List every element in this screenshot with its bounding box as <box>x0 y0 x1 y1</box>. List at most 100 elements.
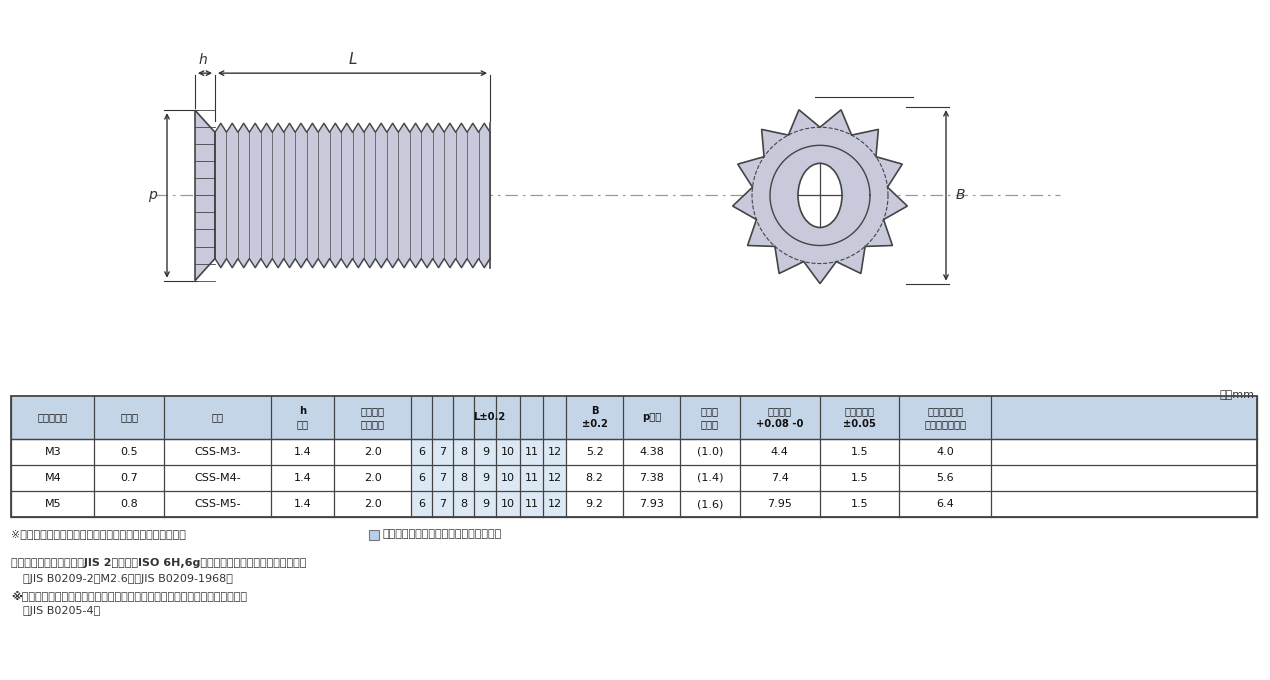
Text: 単位mm: 単位mm <box>1219 390 1255 401</box>
Bar <box>432 491 453 517</box>
Text: 7: 7 <box>439 499 447 509</box>
Text: 1.4: 1.4 <box>293 473 311 483</box>
Text: 使用可能
最小板厚: 使用可能 最小板厚 <box>361 406 385 428</box>
Text: 5.6: 5.6 <box>936 473 954 483</box>
Text: 2.0: 2.0 <box>363 447 381 457</box>
Text: 2.0: 2.0 <box>363 473 381 483</box>
Text: 0.8: 0.8 <box>121 499 138 509</box>
Text: 9: 9 <box>481 447 489 457</box>
Text: p: p <box>149 188 157 203</box>
Text: CSS-M4-: CSS-M4- <box>194 473 241 483</box>
Ellipse shape <box>798 163 842 228</box>
Text: 6: 6 <box>418 447 425 457</box>
Text: 7: 7 <box>439 473 447 483</box>
Bar <box>411 439 432 465</box>
Text: L±0.2: L±0.2 <box>472 413 505 422</box>
Text: 10: 10 <box>502 473 516 483</box>
Bar <box>475 491 497 517</box>
Text: 2.0: 2.0 <box>363 499 381 509</box>
Text: ねじの呼び: ねじの呼び <box>38 413 67 422</box>
Text: 7: 7 <box>439 447 447 457</box>
Text: 1.5: 1.5 <box>851 447 869 457</box>
Text: ※表記以外のその他寸法についてはお問い合わせ下さい。: ※表記以外のその他寸法についてはお問い合わせ下さい。 <box>11 530 187 539</box>
Text: 取付穴深さ
±0.05: 取付穴深さ ±0.05 <box>843 406 876 428</box>
Text: M4: M4 <box>44 473 61 483</box>
Text: 9.2: 9.2 <box>585 499 603 509</box>
Text: 9: 9 <box>481 473 489 483</box>
Text: 1.5: 1.5 <box>851 473 869 483</box>
Text: 不完全
ネジ部: 不完全 ネジ部 <box>701 406 719 428</box>
Text: 1.4: 1.4 <box>293 447 311 457</box>
Text: については在庫をお問い合わせ下さい。: については在庫をお問い合わせ下さい。 <box>382 530 502 539</box>
Text: L: L <box>348 52 357 67</box>
Bar <box>521 439 544 465</box>
Text: CSS-M5-: CSS-M5- <box>194 499 241 509</box>
Text: 12: 12 <box>547 447 561 457</box>
Bar <box>521 465 544 491</box>
Bar <box>411 465 432 491</box>
Text: 10: 10 <box>502 447 516 457</box>
Text: 8: 8 <box>460 499 467 509</box>
Text: 8: 8 <box>460 447 467 457</box>
Bar <box>475 439 497 465</box>
Bar <box>411 491 432 517</box>
Bar <box>497 465 521 491</box>
Bar <box>215 133 490 258</box>
Text: 12: 12 <box>547 499 561 509</box>
Text: 7.95: 7.95 <box>767 499 792 509</box>
Text: CSS-M3-: CSS-M3- <box>194 447 241 457</box>
Text: 11: 11 <box>525 447 538 457</box>
Text: B
±0.2: B ±0.2 <box>582 406 607 428</box>
Text: 11: 11 <box>525 499 538 509</box>
Text: 取付穴径
+0.08 -0: 取付穴径 +0.08 -0 <box>756 406 804 428</box>
Text: 6: 6 <box>418 499 425 509</box>
Text: 弊社規格品のねじ精度はJIS 2級またはISO 6H,6gの有効径範囲を満たすものである。: 弊社規格品のねじ精度はJIS 2級またはISO 6H,6gの有効径範囲を満たすも… <box>11 558 307 568</box>
Text: （JIS B0205-4）: （JIS B0205-4） <box>23 606 100 616</box>
Bar <box>544 491 566 517</box>
Bar <box>544 465 566 491</box>
Polygon shape <box>196 110 215 281</box>
Text: 9: 9 <box>481 499 489 509</box>
Text: （JIS B0209-2、M2.6のみJIS B0209-1968）: （JIS B0209-2、M2.6のみJIS B0209-1968） <box>23 574 234 583</box>
Bar <box>432 465 453 491</box>
Text: 4.4: 4.4 <box>771 447 789 457</box>
Bar <box>432 439 453 465</box>
Text: M3: M3 <box>44 447 61 457</box>
Text: 4.38: 4.38 <box>639 447 664 457</box>
Text: M5: M5 <box>44 499 61 509</box>
Bar <box>497 491 521 517</box>
Text: 取付穴中心と
板端の最小距離: 取付穴中心と 板端の最小距離 <box>925 406 966 428</box>
Text: 6: 6 <box>418 473 425 483</box>
Text: 6.4: 6.4 <box>936 499 954 509</box>
Text: 型式: 型式 <box>211 413 224 422</box>
Bar <box>453 439 475 465</box>
Text: (1.4): (1.4) <box>696 473 723 483</box>
Bar <box>11 396 1257 517</box>
Bar <box>521 491 544 517</box>
Text: 1.4: 1.4 <box>293 499 311 509</box>
Text: p最大: p最大 <box>641 413 662 422</box>
Bar <box>475 465 497 491</box>
Bar <box>11 396 1257 439</box>
Polygon shape <box>733 109 907 284</box>
Text: 1.5: 1.5 <box>851 499 869 509</box>
Bar <box>368 530 378 541</box>
Bar <box>11 465 1257 491</box>
Bar <box>544 439 566 465</box>
Text: (1.6): (1.6) <box>697 499 723 509</box>
Bar <box>453 465 475 491</box>
Bar <box>497 439 521 465</box>
Text: (1.0): (1.0) <box>697 447 723 457</box>
Text: 8.2: 8.2 <box>585 473 603 483</box>
Text: 5.2: 5.2 <box>585 447 603 457</box>
Text: h
最大: h 最大 <box>296 406 309 428</box>
Bar <box>11 439 1257 465</box>
Bar <box>11 491 1257 517</box>
Text: 0.5: 0.5 <box>121 447 138 457</box>
Text: h: h <box>198 53 207 67</box>
Text: 11: 11 <box>525 473 538 483</box>
Text: 12: 12 <box>547 473 561 483</box>
Text: ※表面処理後や打疵、キズ等による変形時は有効径を基準寸法まで許容する。: ※表面処理後や打疵、キズ等による変形時は有効径を基準寸法まで許容する。 <box>11 590 248 601</box>
Text: 7.38: 7.38 <box>639 473 664 483</box>
Text: 8: 8 <box>460 473 467 483</box>
